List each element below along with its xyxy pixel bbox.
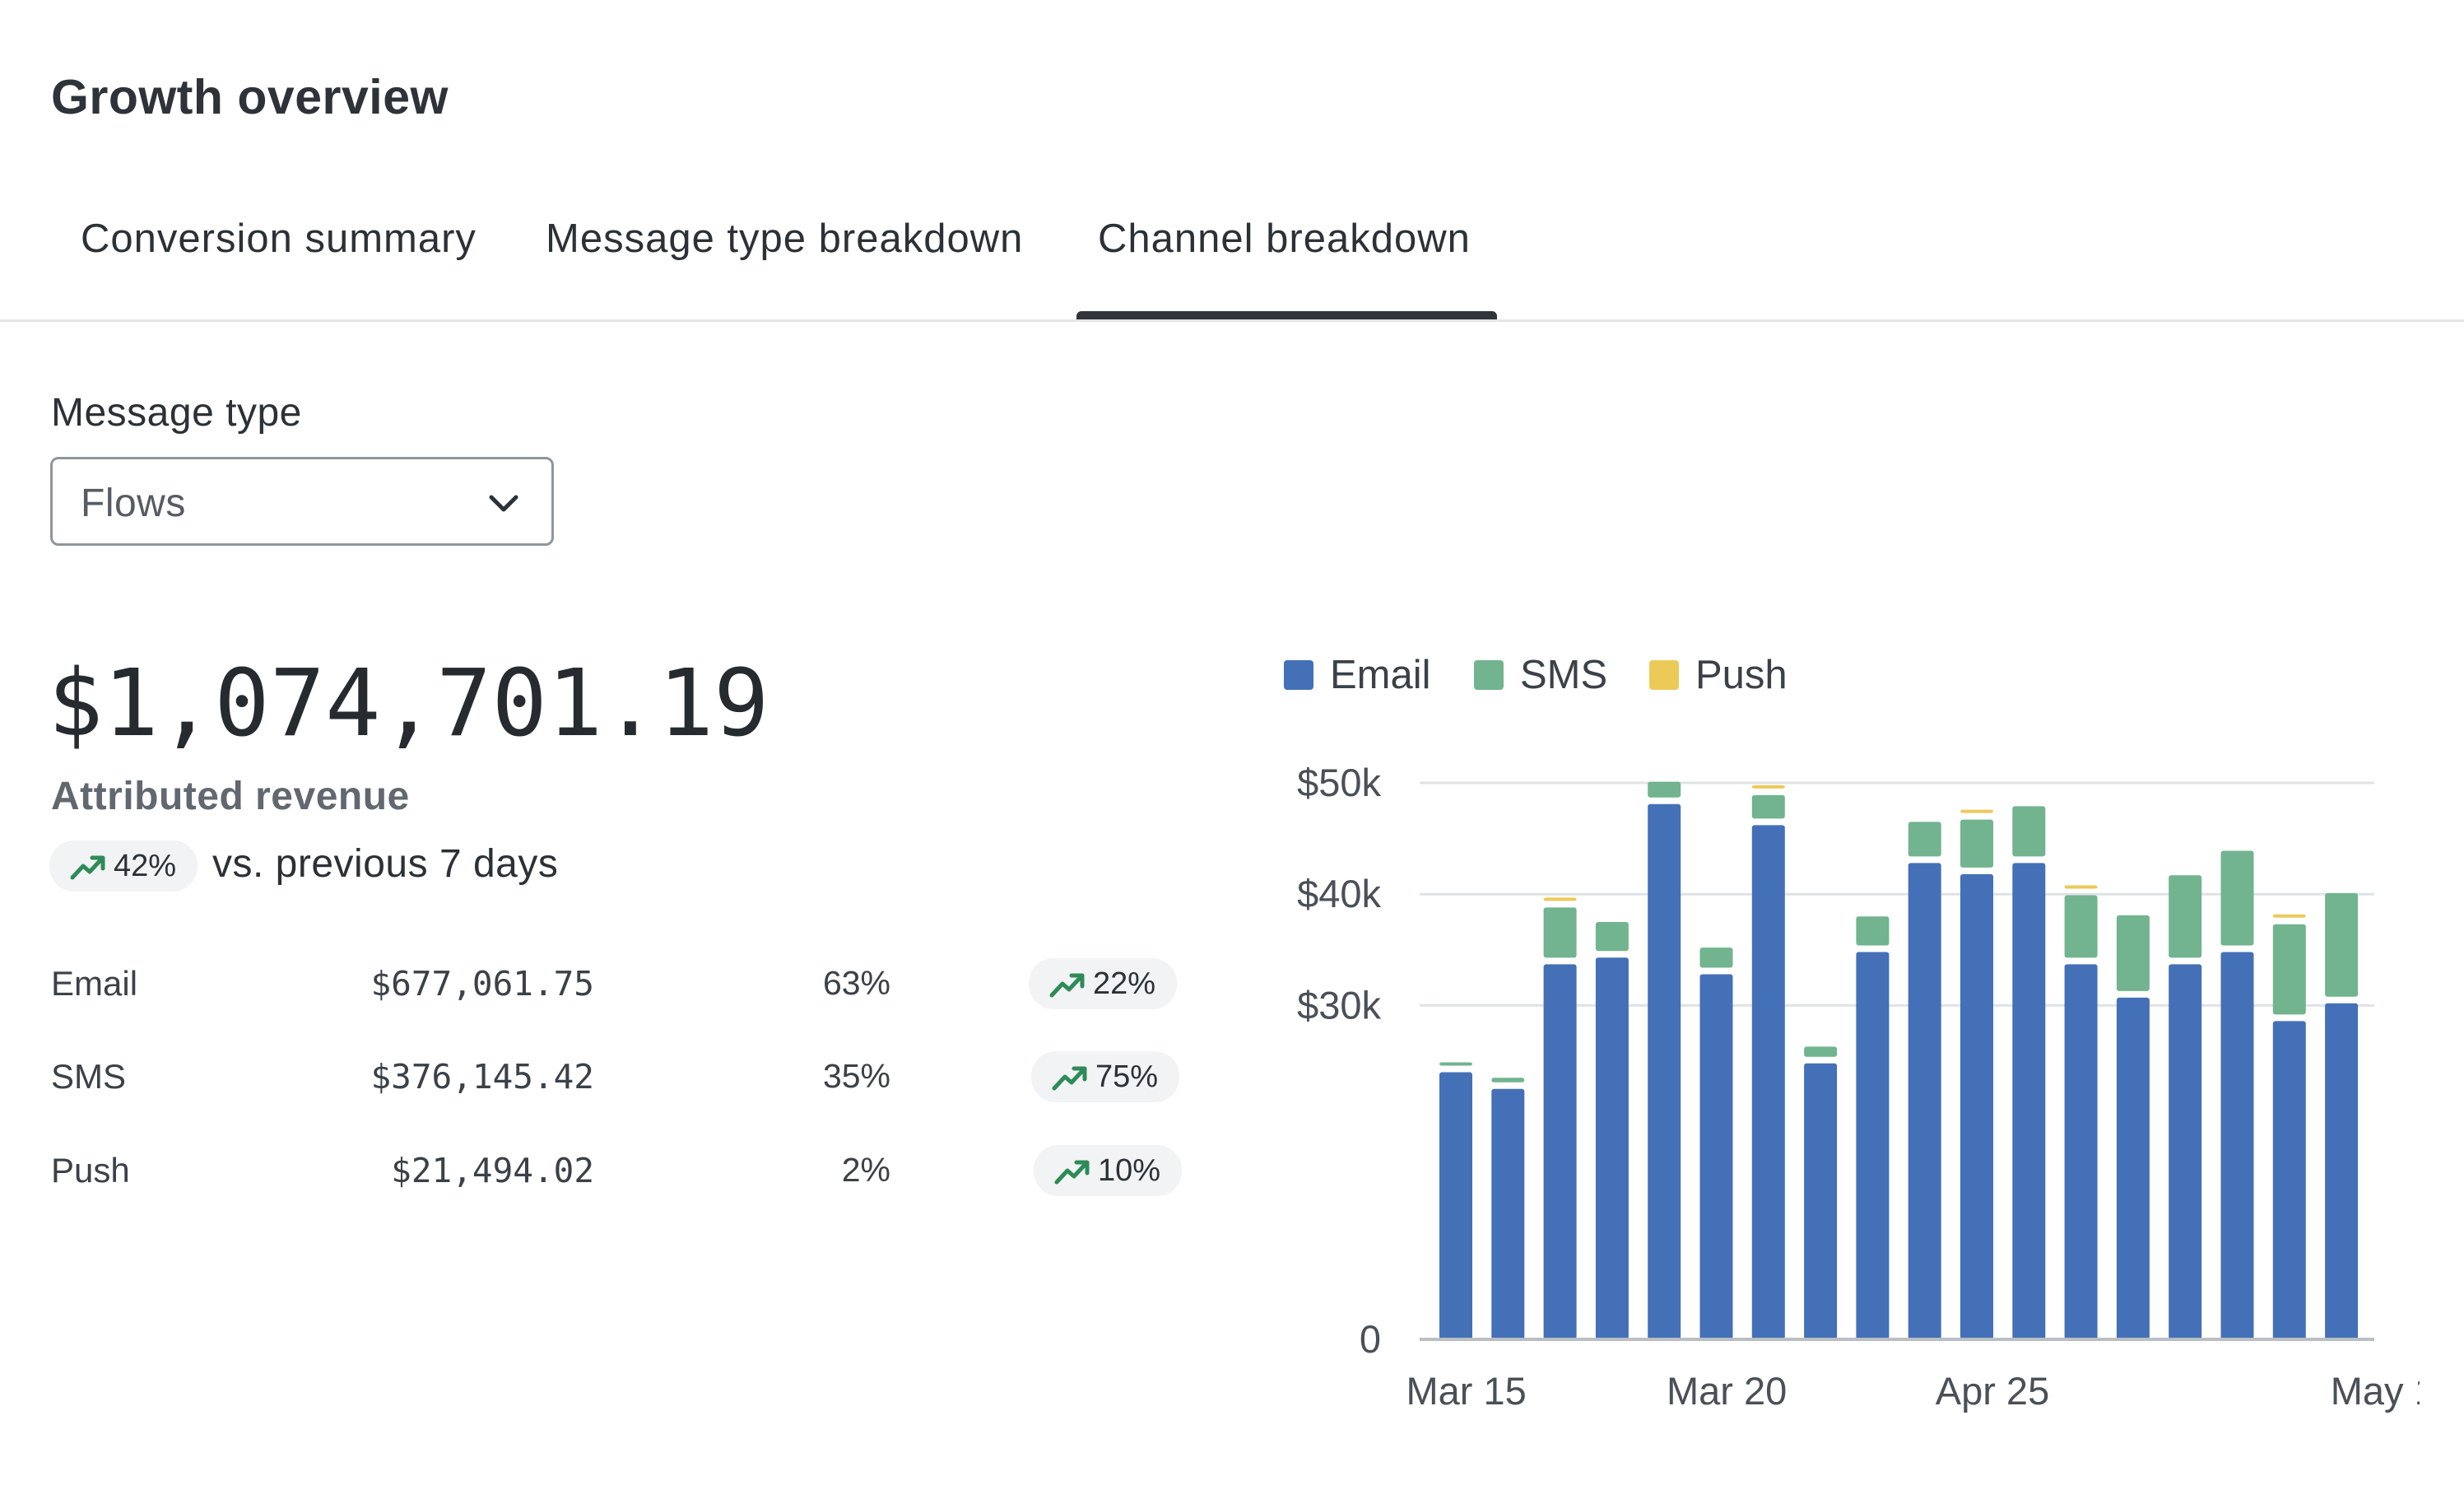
y-tick-label: $30k <box>1297 983 1381 1027</box>
bar-push <box>2272 914 2306 918</box>
bar-email <box>2116 997 2150 1339</box>
bar-sms <box>1960 819 1993 868</box>
bar-sms <box>2064 895 2098 958</box>
bar-sms <box>2012 806 2046 857</box>
y-tick-label: 0 <box>1360 1317 1381 1361</box>
x-tick-label: Mar 20 <box>1667 1369 1787 1413</box>
x-tick-label: Apr 25 <box>1936 1369 2049 1413</box>
legend-email-swatch <box>1284 660 1313 690</box>
channel-push-change-badge: 10% <box>1034 1145 1183 1196</box>
bar-sms <box>2169 875 2202 958</box>
message-type-value: Flows <box>81 482 186 525</box>
page-title: Growth overview <box>51 70 449 124</box>
channel-push-share: 2% <box>841 1151 890 1189</box>
attributed-revenue-label: Attributed revenue <box>51 775 410 818</box>
total-change-value: 42% <box>114 848 177 883</box>
bar-email <box>1595 957 1629 1339</box>
trending-up-icon <box>1052 1066 1087 1091</box>
y-tick-label: $50k <box>1297 761 1381 804</box>
x-tick-label: Mar 15 <box>1406 1369 1527 1413</box>
bar-email <box>2220 952 2254 1339</box>
channel-email-share: 63% <box>822 964 890 1002</box>
bar-email <box>1491 1088 1525 1339</box>
bar-email <box>1804 1063 1838 1339</box>
bar-email <box>1960 873 1993 1339</box>
bar-sms <box>1648 781 1681 798</box>
active-tab-indicator <box>1076 311 1497 320</box>
channel-email-revenue: $677,061.75 <box>370 964 594 1003</box>
bar-email <box>2325 1003 2359 1339</box>
channel-sms-change: 75% <box>1095 1059 1159 1094</box>
bar-email <box>1439 1072 1472 1339</box>
bar-email <box>1908 863 1941 1339</box>
bar-sms <box>1543 907 1577 958</box>
bar-sms <box>1908 822 1941 857</box>
bar-email <box>1751 825 1785 1339</box>
bar-email <box>2064 964 2098 1339</box>
bar-sms <box>1491 1078 1525 1083</box>
bar-email <box>1543 964 1577 1339</box>
channel-email-change-badge: 22% <box>1029 958 1178 1009</box>
tab-channel-breakdown[interactable]: Channel breakdown <box>1098 217 1471 261</box>
message-type-label: Message type <box>51 391 302 435</box>
bar-push <box>1960 809 1993 813</box>
channel-sms-revenue: $376,145.42 <box>370 1057 594 1097</box>
legend-sms-label: SMS <box>1520 653 1608 697</box>
bar-sms <box>2325 892 2359 997</box>
revenue-by-channel-chart: 0 $30k $40k $50k Mar 15 Mar 20 Apr 25 May 1 <box>1297 761 2420 1413</box>
bar-email <box>2272 1021 2306 1339</box>
bar-email <box>1648 803 1681 1339</box>
channel-push-change: 10% <box>1098 1152 1161 1188</box>
bar-sms <box>1856 916 1890 946</box>
bar-push <box>1751 785 1785 789</box>
bar-sms <box>2272 924 2306 1015</box>
attributed-revenue-total: $1,074,701.19 <box>48 650 769 757</box>
legend-sms: SMS <box>1474 652 1607 698</box>
channel-sms-share: 35% <box>822 1057 890 1095</box>
chevron-down-icon <box>489 495 518 512</box>
trending-up-icon <box>1049 973 1085 998</box>
trending-up-icon <box>70 855 105 880</box>
legend-sms-swatch <box>1474 660 1504 690</box>
tab-conversion-summary[interactable]: Conversion summary <box>81 217 477 261</box>
bar-push <box>1543 897 1577 901</box>
total-change-badge: 42% <box>49 840 198 892</box>
bar-sms <box>1699 948 1733 968</box>
bar-sms <box>2116 915 2150 991</box>
bar-push <box>2064 885 2098 889</box>
y-tick-label: $40k <box>1297 872 1381 915</box>
x-tick-label: May 1 <box>2331 1369 2420 1413</box>
bar-email <box>1856 952 1890 1339</box>
bar-sms <box>2220 850 2254 946</box>
channel-email-change: 22% <box>1093 966 1156 1001</box>
bar-email <box>2169 964 2202 1339</box>
message-type-select[interactable]: Flows <box>50 457 554 546</box>
legend-push-label: Push <box>1695 653 1788 697</box>
channel-push-revenue: $21,494.02 <box>391 1151 594 1190</box>
channel-email-label: Email <box>51 964 138 1003</box>
bar-sms <box>1595 922 1629 952</box>
bar-sms <box>1751 794 1785 819</box>
channel-push-label: Push <box>51 1151 130 1190</box>
bar-sms <box>1804 1046 1838 1057</box>
comparison-period-text: vs. previous 7 days <box>212 842 559 886</box>
tabs-divider <box>0 319 2464 322</box>
legend-email: Email <box>1284 652 1431 698</box>
bar-email <box>1699 974 1733 1339</box>
trending-up-icon <box>1054 1160 1090 1185</box>
channel-sms-change-badge: 75% <box>1031 1051 1180 1102</box>
channel-sms-label: SMS <box>51 1057 127 1096</box>
legend-push: Push <box>1649 652 1788 698</box>
legend-email-label: Email <box>1330 653 1431 697</box>
tab-message-type-breakdown[interactable]: Message type breakdown <box>546 217 1024 261</box>
bar-email <box>2012 863 2046 1339</box>
bar-sms <box>1439 1062 1472 1066</box>
legend-push-swatch <box>1649 660 1679 690</box>
